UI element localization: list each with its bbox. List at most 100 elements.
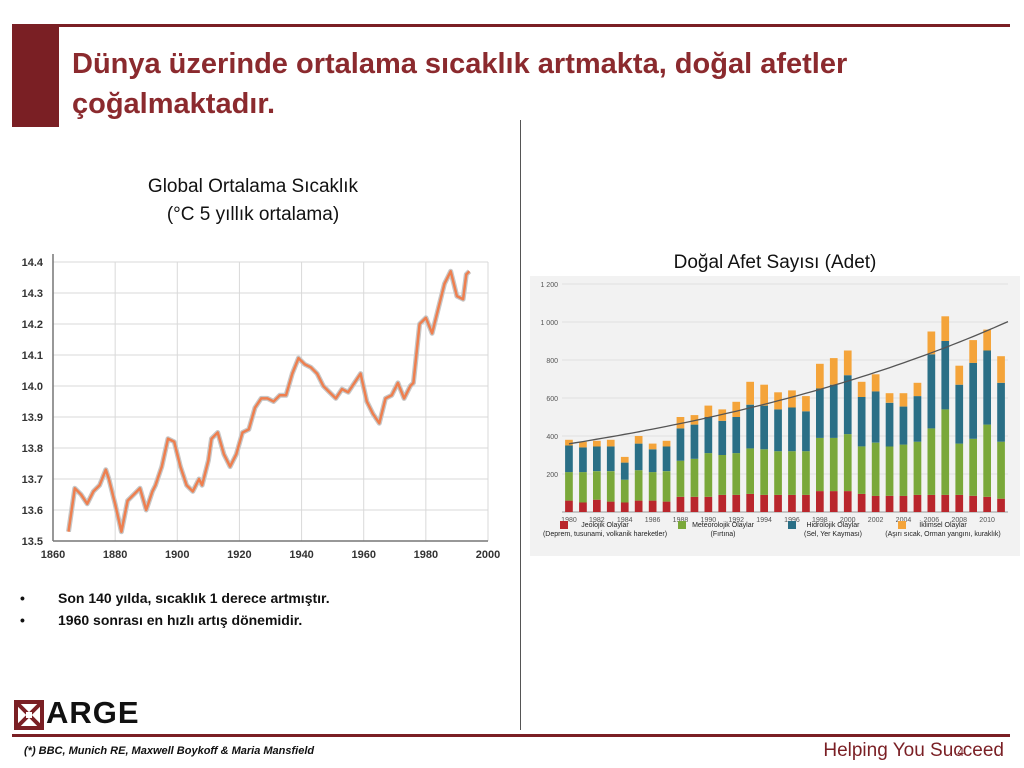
bar-segment [746, 448, 754, 494]
bar-segment [802, 411, 810, 452]
bar-segment [746, 493, 754, 512]
x-tick-label: 1980 [414, 549, 438, 561]
x-tick-label: 2004 [896, 517, 912, 524]
bar-segment [955, 384, 964, 444]
temperature-line-chart: 13.5 13.6 13.7 13.8 13.9 14.0 14.1 14.2 14.3 14.4… [22, 254, 500, 561]
x-tick-label: 1988 [673, 517, 689, 524]
x-tick-label: 1986 [645, 517, 661, 524]
bullet-item: 1960 sonrası en hızlı artış dönemidir. [20, 609, 500, 631]
page-number: 4 [957, 745, 964, 759]
y-tick-label: 400 [546, 434, 558, 441]
source-note: (*) BBC, Munich RE, Maxwell Boykoff & Ma… [24, 745, 315, 757]
bar-segment [648, 472, 657, 501]
x-tick-label: 1984 [617, 517, 633, 524]
bar-segment [648, 500, 657, 512]
legend-label: İklimsel Olaylar [919, 520, 967, 529]
trend-line [568, 321, 1009, 445]
legend-note: (Aşırı sıcak, Orman yangını, kuraklık) [885, 531, 1001, 538]
bar-segment [760, 494, 768, 512]
bar-segment [648, 449, 657, 473]
bar-segment [579, 447, 587, 473]
bottom-rule [12, 734, 1010, 737]
y-tick-label: 14.1 [22, 350, 43, 362]
bar-segment [634, 500, 643, 512]
bar-segment [941, 341, 950, 410]
bar-segment [579, 502, 587, 512]
y-tick-label: 200 [546, 472, 558, 479]
bar-segment [927, 331, 936, 355]
bar-segment [732, 453, 741, 495]
bar-segment [760, 405, 768, 450]
bar-segment [899, 495, 908, 512]
bar-segment [955, 365, 964, 385]
bar-segment [899, 406, 908, 445]
x-tick-label: 1980 [561, 517, 577, 524]
bar-segment [857, 397, 866, 447]
legend-note: (Fırtına) [711, 531, 736, 538]
bar-segment [634, 436, 643, 444]
bar-segment [983, 496, 991, 512]
legend-swatch [560, 521, 568, 529]
bar-segment [634, 443, 643, 471]
bar-segment [704, 453, 713, 497]
bar-segment [620, 479, 629, 503]
x-tick-label: 2002 [868, 517, 884, 524]
bar-segment [746, 381, 754, 405]
bar-segment [648, 443, 657, 450]
bar-segment [760, 449, 768, 495]
bar-segment [662, 471, 671, 502]
title-accent-block [12, 27, 59, 127]
bar-segment [676, 428, 685, 461]
bar-segment [997, 382, 1005, 442]
y-tick-label: 13.9 [22, 412, 43, 424]
bar-segment [997, 441, 1005, 499]
bar-segment [634, 470, 643, 501]
x-tick-label: 1900 [165, 549, 189, 561]
y-tick-label: 13.7 [22, 474, 43, 486]
bar-segment [565, 439, 573, 446]
bar-segment [829, 358, 838, 385]
bar-segment [606, 446, 615, 472]
bar-segment [927, 494, 936, 512]
x-tick-label: 1992 [728, 517, 744, 524]
bar-segment [857, 493, 866, 512]
bar-segment [969, 340, 977, 363]
temperature-series-line [67, 270, 471, 533]
bar-segment [969, 495, 977, 512]
bar-segment [662, 440, 671, 447]
y-tick-label: 800 [546, 358, 558, 365]
y-tick-label: 1 000 [540, 320, 558, 327]
bar-segment [565, 472, 573, 501]
temperature-chart-title: Global Ortalama Sıcaklık (°C 5 yıllık or… [0, 173, 506, 229]
bar-segment [955, 443, 964, 495]
bar-segment [885, 402, 894, 447]
tagline: Helping You Succeed [823, 740, 1004, 761]
bar-segment [941, 494, 950, 512]
bar-segment [997, 498, 1005, 512]
bar-segment [579, 472, 587, 503]
bar-segment [676, 417, 685, 429]
legend-swatch [898, 521, 906, 529]
bar-segment [718, 409, 727, 421]
bar-segment [913, 382, 922, 397]
bar-segment [732, 401, 741, 417]
bar-segment [913, 441, 922, 495]
bar-segment [871, 442, 880, 496]
temperature-chart-subtitle: (°C 5 yıllık ortalama) [166, 204, 340, 225]
x-tick-label: 1860 [41, 549, 65, 561]
bar-segment [662, 501, 671, 512]
x-tick-label: 2000 [476, 549, 500, 561]
bar-segment [997, 356, 1005, 383]
bar-segment [913, 494, 922, 512]
bar-segment [816, 491, 824, 512]
x-tick-label: 1940 [289, 549, 313, 561]
bar-segment [606, 439, 615, 447]
bar-segment [913, 396, 922, 442]
legend-swatch [788, 521, 796, 529]
bar-segment [593, 499, 601, 512]
legend-note: (Sel, Yer Kayması) [804, 531, 862, 538]
bar-segment [718, 455, 727, 495]
bar-segment [857, 446, 866, 494]
temperature-line-shadow [66, 268, 472, 535]
x-tick-label: 1982 [589, 517, 605, 524]
